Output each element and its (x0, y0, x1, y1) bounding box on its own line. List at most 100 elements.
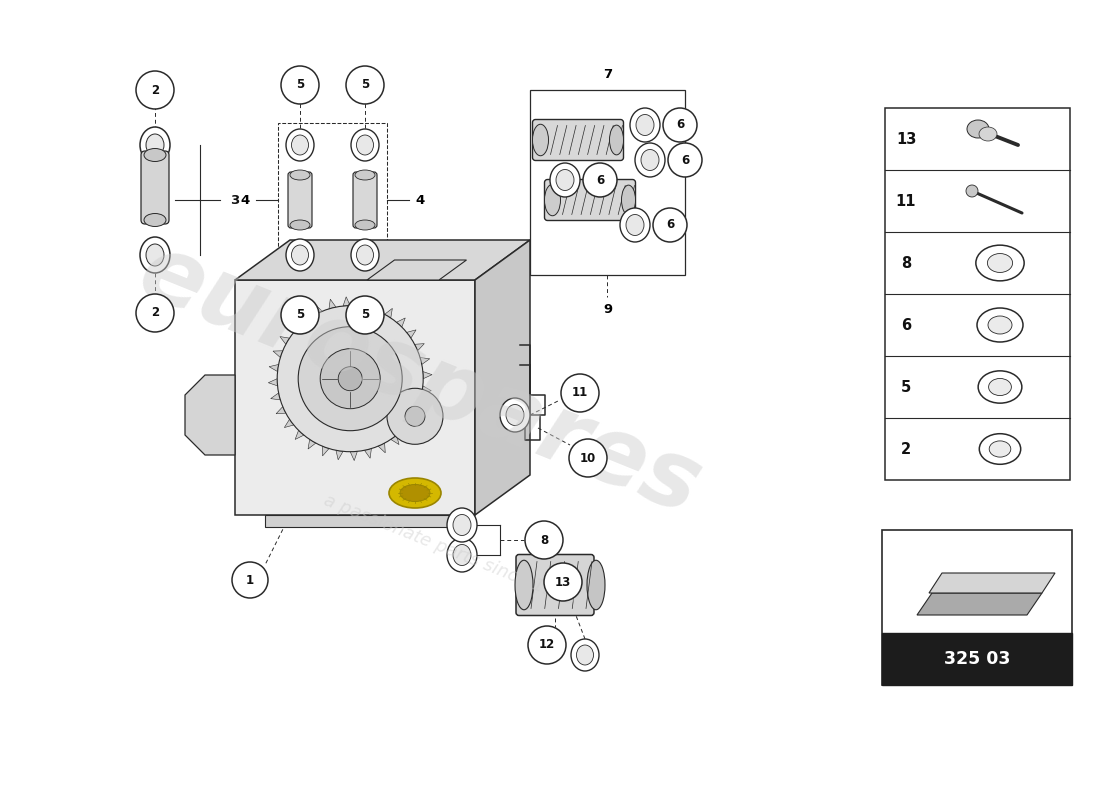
Polygon shape (289, 324, 298, 332)
Text: 3: 3 (230, 194, 240, 206)
Polygon shape (343, 297, 350, 306)
Bar (882, 633, 1072, 685)
Ellipse shape (453, 545, 471, 566)
Text: 11: 11 (572, 386, 588, 399)
Circle shape (338, 366, 362, 390)
Text: 5: 5 (296, 78, 304, 91)
Text: 2: 2 (151, 306, 160, 319)
FancyBboxPatch shape (141, 151, 169, 224)
Ellipse shape (144, 149, 166, 162)
Circle shape (320, 349, 381, 409)
Ellipse shape (144, 214, 166, 226)
Polygon shape (271, 393, 281, 400)
Ellipse shape (977, 308, 1023, 342)
Ellipse shape (641, 150, 659, 170)
Ellipse shape (290, 220, 310, 230)
Ellipse shape (979, 434, 1021, 464)
Circle shape (280, 66, 319, 104)
Polygon shape (235, 240, 530, 280)
Ellipse shape (400, 485, 430, 502)
Text: 6: 6 (675, 118, 684, 131)
Polygon shape (276, 406, 286, 414)
Circle shape (653, 208, 688, 242)
Text: 9: 9 (603, 303, 612, 317)
Polygon shape (284, 419, 294, 427)
Text: 6: 6 (596, 174, 604, 186)
Polygon shape (422, 371, 432, 378)
Circle shape (583, 163, 617, 197)
Polygon shape (336, 450, 343, 460)
Circle shape (232, 562, 268, 598)
Polygon shape (421, 386, 431, 393)
Polygon shape (402, 425, 411, 434)
Polygon shape (364, 449, 372, 458)
Ellipse shape (630, 108, 660, 142)
Bar (530, 90, 685, 275)
Ellipse shape (447, 538, 477, 572)
Polygon shape (407, 330, 416, 338)
Text: 10: 10 (580, 451, 596, 465)
Text: 6: 6 (901, 318, 911, 333)
Ellipse shape (576, 645, 594, 665)
Ellipse shape (620, 208, 650, 242)
Text: 8: 8 (540, 534, 548, 546)
Polygon shape (315, 305, 322, 314)
Text: 13: 13 (554, 575, 571, 589)
Ellipse shape (979, 127, 997, 141)
FancyBboxPatch shape (544, 179, 636, 221)
Ellipse shape (544, 184, 561, 216)
Polygon shape (358, 298, 364, 307)
Ellipse shape (636, 114, 654, 135)
Ellipse shape (988, 316, 1012, 334)
FancyBboxPatch shape (532, 119, 624, 161)
Polygon shape (270, 365, 278, 371)
Ellipse shape (292, 245, 308, 265)
Circle shape (525, 521, 563, 559)
Ellipse shape (635, 143, 666, 177)
Ellipse shape (989, 441, 1011, 457)
Ellipse shape (988, 254, 1013, 273)
Ellipse shape (355, 220, 375, 230)
Ellipse shape (621, 185, 636, 215)
Bar (278, 123, 387, 277)
Text: 11: 11 (895, 194, 916, 209)
Ellipse shape (146, 134, 164, 156)
Ellipse shape (532, 124, 549, 156)
Polygon shape (308, 439, 316, 449)
Ellipse shape (976, 245, 1024, 281)
Polygon shape (367, 260, 466, 280)
Bar (882, 530, 1072, 685)
Ellipse shape (550, 163, 580, 197)
Polygon shape (415, 344, 425, 350)
Bar (886, 108, 1070, 480)
Polygon shape (418, 400, 428, 406)
Ellipse shape (356, 245, 374, 265)
FancyBboxPatch shape (353, 172, 377, 228)
Text: 6: 6 (681, 154, 689, 166)
Circle shape (561, 374, 600, 412)
Circle shape (966, 185, 978, 197)
Circle shape (136, 294, 174, 332)
Ellipse shape (515, 560, 534, 610)
Ellipse shape (146, 244, 164, 266)
Circle shape (387, 388, 443, 444)
Circle shape (298, 326, 403, 430)
Polygon shape (279, 337, 289, 344)
Text: 2: 2 (901, 442, 911, 457)
Polygon shape (273, 350, 283, 358)
Ellipse shape (978, 371, 1022, 403)
Text: 5: 5 (361, 309, 370, 322)
Text: 4: 4 (241, 194, 250, 206)
Polygon shape (930, 573, 1055, 593)
Text: a passionate parts since 1985: a passionate parts since 1985 (321, 491, 579, 609)
Circle shape (405, 406, 425, 426)
Polygon shape (390, 435, 399, 445)
Ellipse shape (356, 135, 374, 155)
Ellipse shape (286, 129, 313, 161)
Polygon shape (350, 451, 358, 461)
Polygon shape (396, 318, 405, 327)
Ellipse shape (626, 214, 644, 235)
Circle shape (569, 439, 607, 477)
Circle shape (277, 306, 424, 452)
Polygon shape (917, 593, 1042, 615)
